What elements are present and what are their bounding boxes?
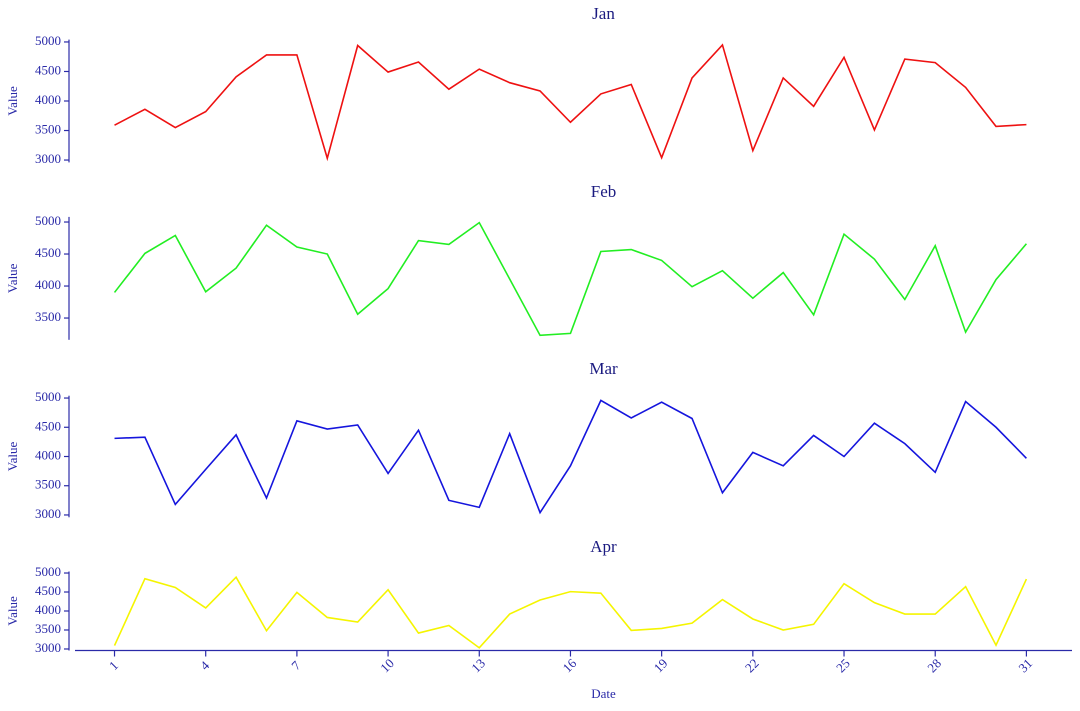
y-tick-label: 3500 (35, 621, 61, 636)
x-tick-label: 10 (377, 656, 397, 676)
x-tick-label: 13 (468, 656, 488, 676)
y-tick-label: 3000 (35, 640, 61, 655)
y-tick-label: 5000 (35, 389, 61, 404)
y-tick-label: 4000 (35, 277, 61, 292)
x-tick-label: 22 (742, 656, 762, 676)
y-tick-label: 4500 (35, 245, 61, 260)
y-tick-label: 4000 (35, 602, 61, 617)
x-tick-label: 19 (651, 656, 671, 676)
data-line (113, 221, 1028, 337)
x-tick-label: 31 (1015, 656, 1035, 676)
x-tick-label: 7 (288, 657, 304, 673)
y-tick-label: 3500 (35, 122, 61, 137)
chart-title: Mar (589, 359, 618, 378)
y-tick-label: 5000 (35, 213, 61, 228)
y-tick-label: 3000 (35, 506, 61, 521)
y-tick-label: 4500 (35, 583, 61, 598)
y-tick-label: 3500 (35, 477, 61, 492)
y-tick-label: 4500 (35, 62, 61, 77)
y-axis-label: Value (5, 86, 20, 116)
y-tick-label: 4000 (35, 92, 61, 107)
y-tick-label: 4000 (35, 447, 61, 462)
x-tick-label: 28 (924, 656, 944, 676)
x-tick-label: 4 (197, 657, 213, 673)
y-axis-label: Value (5, 263, 20, 293)
y-axis-label: Value (5, 441, 20, 471)
chart-title: Jan (592, 4, 615, 23)
y-tick-label: 5000 (35, 33, 61, 48)
x-axis-label: Date (591, 686, 616, 701)
y-tick-label: 5000 (35, 564, 61, 579)
data-line (113, 575, 1028, 649)
data-line (114, 399, 1027, 515)
y-tick-label: 3500 (35, 309, 61, 324)
x-tick-label: 25 (833, 656, 853, 676)
y-tick-label: 4500 (35, 418, 61, 433)
x-tick-label: 1 (106, 658, 121, 673)
y-tick-label: 3000 (35, 151, 61, 166)
data-line (114, 43, 1027, 162)
x-tick-label: 16 (559, 655, 579, 675)
chart-title: Feb (591, 182, 617, 201)
chart-title: Apr (590, 537, 617, 556)
y-axis-label: Value (5, 596, 20, 626)
